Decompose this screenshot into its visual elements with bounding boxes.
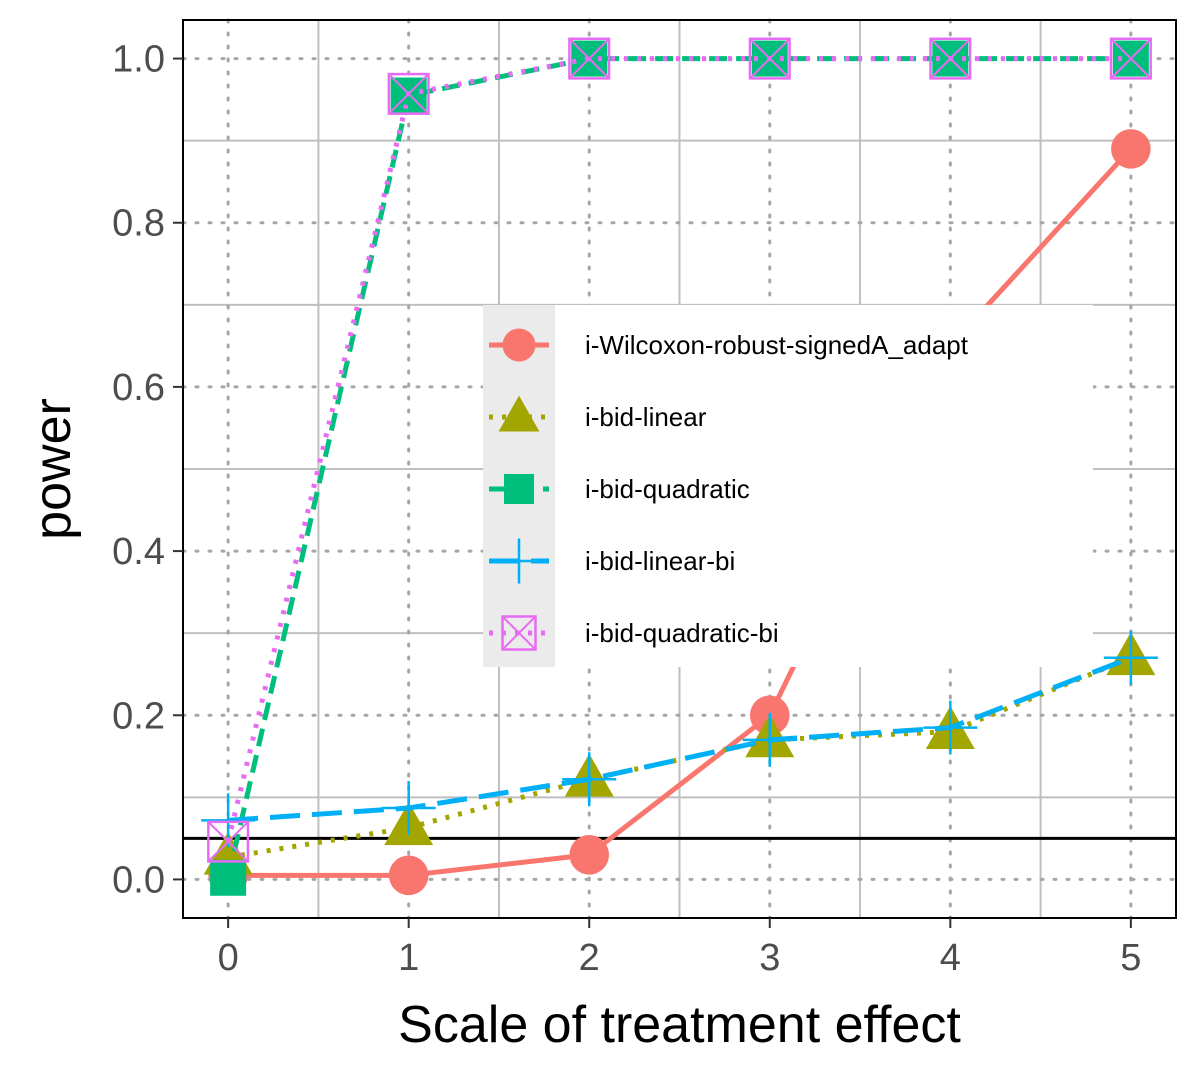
- x-axis-title: Scale of treatment effect: [398, 996, 961, 1054]
- data-point: [207, 820, 250, 863]
- data-point: [568, 37, 611, 80]
- data-point: [1111, 129, 1151, 169]
- y-tick-label: 0.8: [112, 203, 165, 245]
- legend-label: i-bid-linear: [585, 402, 707, 432]
- cross-b: [1110, 38, 1152, 80]
- data-point: [929, 37, 972, 80]
- legend-key-marker: [496, 538, 542, 584]
- series-3: [201, 630, 1158, 848]
- legend-background: [483, 305, 1093, 667]
- series-line: [227, 655, 1132, 860]
- axes: 0 1 2 3 4 5 0.0 0.2 0.4 0.6 0.8 1.0: [112, 39, 1141, 979]
- cross-b: [929, 38, 971, 80]
- legend: i-Wilcoxon-robust-signedA_adapt i-bid-lin…: [483, 305, 1093, 667]
- x-tick-label: 5: [1120, 937, 1141, 979]
- legend-label: i-bid-linear-bi: [585, 546, 735, 576]
- cross-b: [568, 38, 610, 80]
- series-line: [225, 56, 1131, 879]
- legend-item-2: i-bid-quadratic: [489, 474, 750, 504]
- square-outline: [1109, 37, 1152, 80]
- x-tick-label: 3: [759, 937, 780, 979]
- legend-key-marker: [498, 395, 540, 432]
- data-point: [569, 834, 610, 875]
- legend-key-marker: [502, 328, 536, 362]
- legend-item-0: i-Wilcoxon-robust-signedA_adapt: [489, 328, 969, 362]
- y-tick-label: 0.0: [112, 859, 165, 901]
- legend-label: i-Wilcoxon-robust-signedA_adapt: [585, 330, 969, 360]
- data-point: [1103, 630, 1158, 685]
- series-4: [207, 37, 1152, 863]
- data-point: [748, 37, 791, 80]
- legend-key-marker: [504, 474, 534, 504]
- series-line: [227, 655, 1132, 823]
- x-tick-label: 0: [218, 937, 239, 979]
- data-point: [387, 72, 430, 115]
- cross-b: [388, 73, 430, 115]
- data-point: [210, 859, 247, 896]
- cross-b: [207, 821, 249, 863]
- square-outline: [387, 72, 430, 115]
- x-tick-label: 1: [398, 937, 419, 979]
- data-point: [562, 752, 617, 807]
- y-axis-title: power: [24, 398, 82, 540]
- legend-label: i-bid-quadratic: [585, 474, 750, 504]
- legend-key-marker: [501, 615, 537, 651]
- square-outline: [501, 615, 537, 651]
- y-tick-label: 0.2: [112, 695, 165, 737]
- square-outline: [568, 37, 611, 80]
- square-outline: [207, 820, 250, 863]
- data-point: [388, 855, 429, 896]
- y-tick-label: 0.4: [112, 531, 165, 573]
- data-point: [381, 781, 436, 836]
- x-tick-label: 4: [940, 937, 961, 979]
- y-tick-label: 0.6: [112, 367, 165, 409]
- legend-item-4: i-bid-quadratic-bi: [489, 615, 779, 651]
- cross-b: [749, 38, 791, 80]
- legend-label: i-bid-quadratic-bi: [585, 618, 779, 648]
- cross-b: [501, 615, 537, 651]
- x-tick-label: 2: [579, 937, 600, 979]
- data-point: [742, 712, 797, 767]
- square-outline: [929, 37, 972, 80]
- y-tick-label: 1.0: [112, 39, 165, 81]
- legend-item-1: i-bid-linear: [489, 395, 707, 432]
- data-point: [1109, 37, 1152, 80]
- data-point: [923, 700, 978, 755]
- series-line: [225, 56, 1131, 843]
- plot-panel-border: [182, 19, 1177, 919]
- square-outline: [748, 37, 791, 80]
- legend-item-3: i-bid-linear-bi: [489, 538, 735, 584]
